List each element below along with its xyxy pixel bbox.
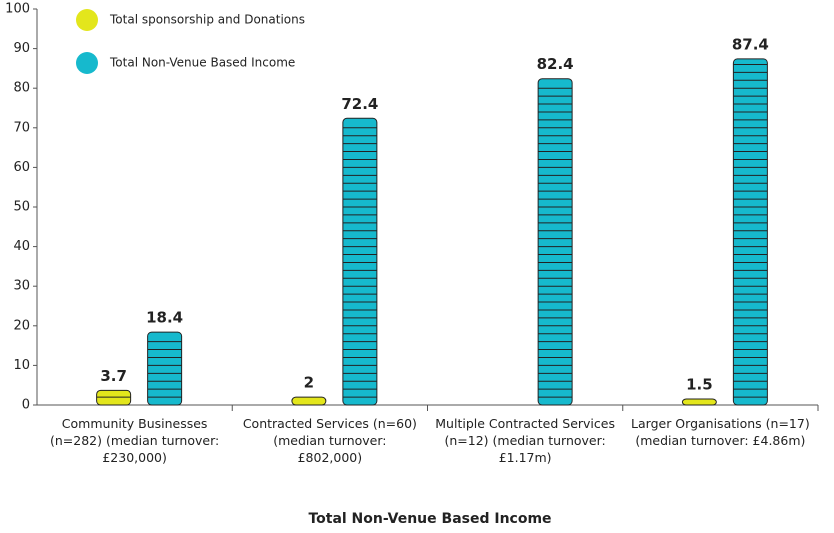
x-tick-label-box: Community Businesses (n=282) (median tur… xyxy=(50,416,220,465)
y-tick-label: 40 xyxy=(13,239,30,254)
bar xyxy=(537,78,573,406)
x-tick-label-box: Larger Organisations (n=17) (median turn… xyxy=(631,416,810,448)
y-tick-label: 100 xyxy=(5,2,30,17)
data-label: 87.4 xyxy=(732,35,769,53)
y-tick-label: 20 xyxy=(13,318,30,333)
data-label: 72.4 xyxy=(341,95,378,113)
y-tick-label: 50 xyxy=(13,200,30,215)
legend-swatch xyxy=(76,52,98,74)
y-tick-label: 60 xyxy=(13,160,30,175)
x-tick-label: Larger Organisations (n=17) (median turn… xyxy=(631,416,810,448)
data-label: 3.7 xyxy=(100,367,127,385)
data-label: 82.4 xyxy=(537,55,574,73)
y-tick-label: 70 xyxy=(13,120,30,135)
bar xyxy=(291,396,327,406)
x-tick-label-box: Multiple Contracted Services (n=12) (med… xyxy=(435,416,615,465)
y-tick-label: 80 xyxy=(13,81,30,96)
x-tick-label: Contracted Services (n=60) (median turno… xyxy=(242,416,417,465)
y-tick-label: 10 xyxy=(13,358,30,373)
x-tick-label-box: Contracted Services (n=60) (median turno… xyxy=(242,416,417,465)
data-label: 1.5 xyxy=(686,376,713,394)
bar xyxy=(681,398,717,406)
y-tick-label: 30 xyxy=(13,279,30,294)
y-tick-label: 0 xyxy=(22,398,30,413)
bar xyxy=(147,331,183,406)
bar xyxy=(96,389,132,406)
data-label: 2 xyxy=(304,374,314,392)
bar xyxy=(342,117,378,406)
x-tick-label: Community Businesses (n=282) (median tur… xyxy=(50,416,220,465)
bar xyxy=(732,58,768,406)
data-label: 18.4 xyxy=(146,309,183,327)
x-axis-title: Total Non-Venue Based Income xyxy=(308,511,551,527)
legend-label: Total Non-Venue Based Income xyxy=(109,56,295,70)
y-tick-label: 90 xyxy=(13,41,30,56)
x-tick-label: Multiple Contracted Services (n=12) (med… xyxy=(435,416,615,465)
legend-swatch xyxy=(76,9,98,31)
legend-label: Total sponsorship and Donations xyxy=(109,13,305,27)
